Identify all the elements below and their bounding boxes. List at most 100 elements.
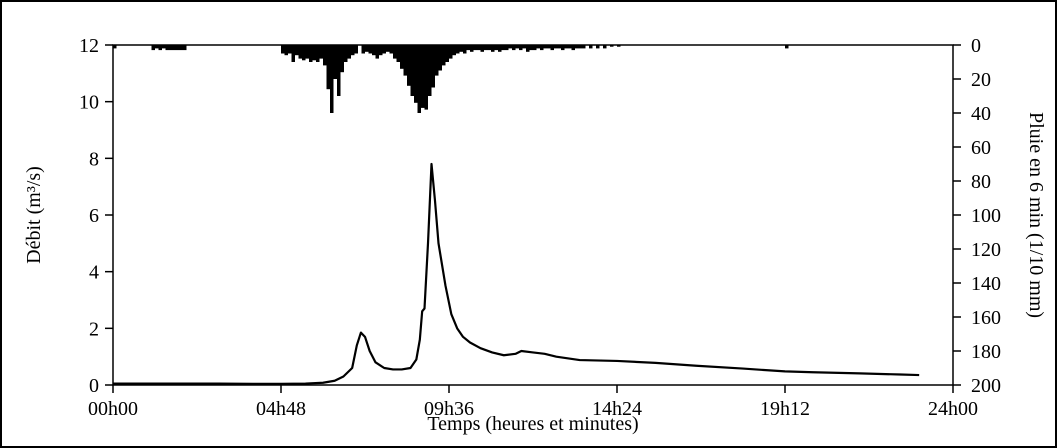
flow-line-series [113, 162, 920, 385]
rain-bar [515, 45, 519, 49]
rain-bar [463, 45, 467, 54]
rain-bar [382, 45, 386, 54]
y-tick-label: 0 [89, 375, 99, 397]
rain-bar [407, 45, 411, 86]
rain-bar [291, 45, 295, 62]
rain-bar [372, 45, 376, 56]
rain-bar [466, 45, 470, 51]
y2-tick-label: 60 [971, 137, 991, 159]
rain-bar [337, 45, 341, 96]
rain-bar [403, 45, 407, 76]
x-tick-label: 04h48 [256, 398, 306, 420]
y2-tick-label: 180 [971, 341, 1001, 363]
rain-bar [179, 45, 183, 51]
rain-bar [477, 45, 481, 51]
rain-bar [319, 45, 323, 59]
rain-bar [529, 45, 533, 51]
rain-bar [389, 45, 393, 54]
rain-bar [526, 45, 530, 52]
rain-bar [438, 45, 442, 71]
rain-bar [589, 45, 593, 49]
rain-bar [414, 45, 418, 103]
y-tick-label: 12 [79, 35, 99, 57]
rain-bar [435, 45, 439, 76]
rain-bar [459, 45, 463, 52]
y2-tick-label: 80 [971, 171, 991, 193]
y-tick-label: 6 [89, 205, 99, 227]
rain-bar [508, 45, 512, 49]
rain-bar [151, 45, 155, 51]
rain-bar [557, 45, 561, 49]
rain-bar [449, 45, 453, 59]
rain-bar [445, 45, 449, 62]
rain-bar [393, 45, 397, 59]
y2-tick-label: 20 [971, 69, 991, 91]
rain-bar [365, 45, 369, 52]
rain-bar [375, 45, 379, 59]
y2-axis-ticks: 0 20 40 60 80 100 120 140 160 180 200 [953, 35, 1001, 397]
rain-bar [396, 45, 400, 62]
rain-bar [480, 45, 484, 52]
rain-bar [165, 45, 169, 51]
rain-bar [564, 45, 568, 49]
rain-bar [417, 45, 421, 113]
rain-bar [333, 45, 337, 79]
rain-bar [386, 45, 390, 52]
rain-bar [340, 45, 344, 73]
rain-bar [351, 45, 355, 56]
y-axis-ticks: 0 2 4 6 8 10 12 [79, 35, 113, 397]
x-axis-title: Temps (heures et minutes) [427, 413, 638, 435]
y2-tick-label: 100 [971, 205, 1001, 227]
rain-bar [158, 45, 162, 51]
y-tick-label: 4 [89, 262, 99, 284]
y2-tick-label: 120 [971, 239, 1001, 261]
x-axis-ticks: 00h00 04h48 09h36 14h24 19h12 24h00 [88, 385, 978, 420]
rain-bar [162, 45, 166, 49]
rain-bar [442, 45, 446, 66]
rain-bar [575, 45, 579, 49]
rain-bar [543, 45, 547, 49]
rain-bar [484, 45, 488, 51]
rain-bar [344, 45, 348, 62]
rain-bar [578, 45, 582, 49]
y-tick-label: 8 [89, 148, 99, 170]
rain-bar [298, 45, 302, 59]
rain-bar [491, 45, 495, 52]
rain-bar [281, 45, 285, 54]
rain-bar [473, 45, 477, 51]
rain-bar [428, 45, 432, 96]
rain-bar [400, 45, 404, 69]
y2-tick-label: 0 [971, 35, 981, 57]
plot-area-frame [112, 44, 954, 386]
rain-bar [547, 45, 551, 49]
rain-bar [522, 45, 526, 49]
rain-bar [326, 45, 330, 90]
y2-tick-label: 200 [971, 375, 1001, 397]
rain-bar [176, 45, 180, 51]
x-tick-label: 00h00 [88, 398, 138, 420]
rain-bar [571, 45, 575, 51]
x-tick-label: 19h12 [760, 398, 810, 420]
rain-bar [550, 45, 554, 51]
rain-bar [452, 45, 456, 56]
rain-bar [501, 45, 505, 51]
rain-bar [470, 45, 474, 52]
rain-bar [533, 45, 537, 51]
rain-bar [785, 45, 789, 49]
rain-bar [424, 45, 428, 110]
rain-bar [155, 45, 159, 49]
rain-bar [582, 45, 586, 49]
y2-tick-label: 160 [971, 307, 1001, 329]
rain-bar [498, 45, 502, 52]
rain-bar [368, 45, 372, 54]
rain-bar [379, 45, 383, 56]
rain-bar [554, 45, 558, 49]
rain-bar [305, 45, 309, 59]
rain-bar [316, 45, 320, 62]
x-tick-label: 09h36 [424, 398, 474, 420]
rain-bar [431, 45, 435, 88]
rain-bar [568, 45, 572, 49]
rain-bar [617, 45, 621, 47]
y2-axis-title: Pluie en 6 min (1/10 mm) [1025, 112, 1047, 318]
rain-bar [312, 45, 316, 61]
